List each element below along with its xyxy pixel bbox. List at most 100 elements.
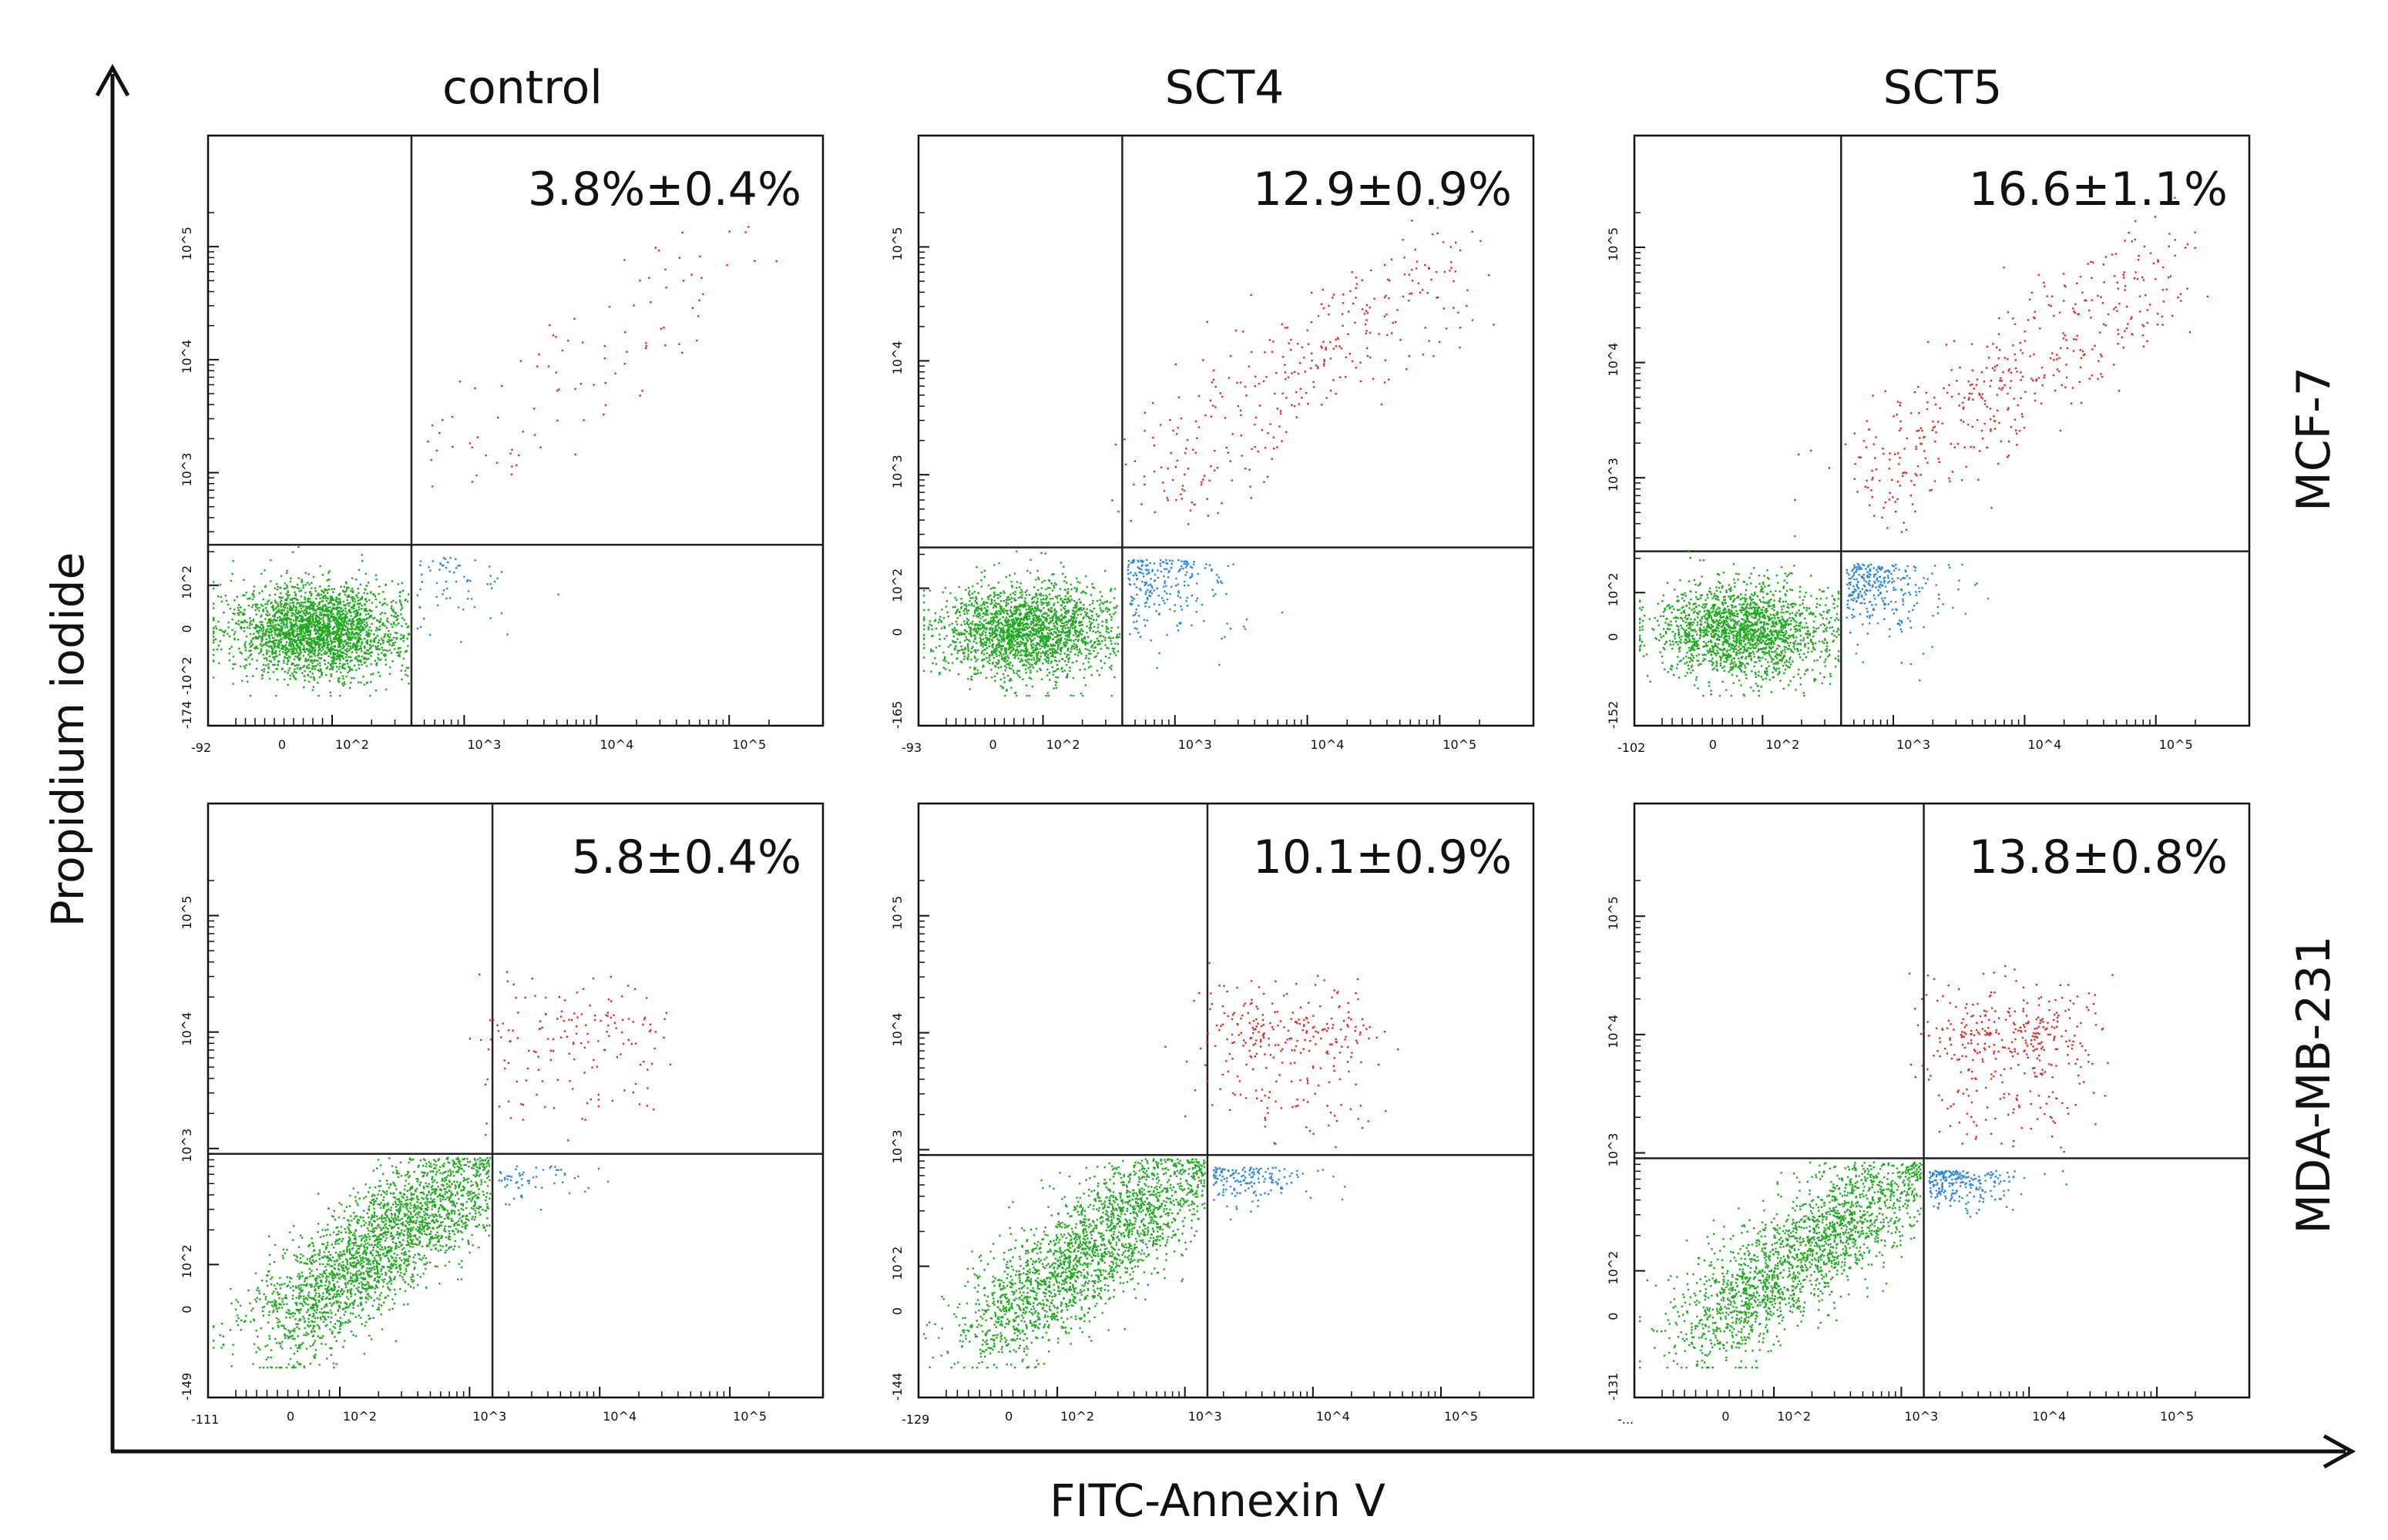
data-point	[351, 617, 354, 620]
data-point	[1006, 689, 1008, 691]
data-point	[347, 663, 349, 665]
data-point	[1099, 591, 1102, 593]
data-point	[1044, 654, 1046, 657]
data-point	[1111, 499, 1113, 502]
data-point	[327, 624, 330, 626]
data-point	[1060, 625, 1062, 627]
data-point	[1054, 620, 1057, 622]
data-point	[574, 388, 576, 390]
data-point	[1097, 630, 1100, 632]
data-point	[1254, 375, 1257, 377]
data-point	[365, 652, 368, 655]
data-point	[972, 615, 975, 617]
data-point	[1011, 640, 1013, 643]
data-point	[340, 640, 343, 643]
data-point	[329, 611, 332, 614]
data-point	[258, 635, 260, 637]
data-point	[293, 658, 296, 661]
data-point	[244, 649, 247, 652]
data-point	[286, 625, 288, 627]
data-point	[288, 667, 291, 669]
data-point	[1240, 414, 1242, 417]
data-point	[976, 632, 979, 635]
data-point	[316, 605, 319, 608]
data-point	[287, 629, 290, 632]
data-point	[1100, 660, 1102, 663]
data-point	[366, 632, 368, 636]
data-point	[381, 623, 384, 626]
data-point	[984, 627, 986, 629]
data-point	[1030, 644, 1033, 646]
data-point	[927, 628, 930, 631]
data-point	[965, 636, 967, 639]
data-point	[1083, 604, 1085, 606]
data-point	[220, 629, 223, 631]
data-point	[1021, 591, 1023, 593]
data-point	[1111, 647, 1114, 649]
data-point	[293, 597, 296, 599]
data-point	[363, 592, 365, 594]
data-point	[1016, 586, 1018, 589]
data-point	[1040, 652, 1043, 655]
data-point	[1017, 649, 1019, 653]
data-point	[286, 622, 288, 625]
data-point	[365, 658, 368, 661]
data-point	[277, 663, 280, 666]
data-point	[1127, 572, 1130, 575]
data-point	[328, 622, 331, 626]
data-point	[442, 557, 445, 559]
data-point	[1014, 640, 1016, 643]
data-point	[970, 635, 972, 638]
data-point	[967, 623, 970, 626]
data-point	[1216, 579, 1218, 582]
data-point	[952, 635, 956, 638]
data-point	[302, 639, 304, 641]
data-point	[286, 616, 289, 619]
data-point	[1000, 636, 1003, 638]
data-point	[217, 595, 220, 598]
data-point	[970, 676, 972, 678]
data-point	[1100, 609, 1103, 612]
data-point	[961, 661, 963, 664]
data-point	[366, 641, 368, 643]
data-point	[956, 652, 959, 654]
data-point	[270, 580, 272, 582]
data-point	[357, 618, 359, 620]
data-point	[1383, 315, 1385, 317]
data-point	[294, 606, 297, 608]
data-point	[330, 667, 332, 669]
data-point	[358, 659, 361, 662]
data-point	[354, 598, 356, 600]
data-point	[463, 575, 465, 578]
data-point	[343, 645, 346, 648]
data-point	[1040, 645, 1043, 647]
data-point	[284, 602, 287, 605]
data-point	[389, 633, 391, 636]
data-point	[392, 642, 395, 645]
data-point	[325, 639, 328, 642]
data-point	[275, 629, 278, 632]
data-point	[1063, 653, 1066, 655]
data-point	[261, 590, 264, 592]
data-point	[1159, 559, 1162, 562]
data-point	[1430, 278, 1432, 281]
data-point	[384, 612, 386, 615]
data-point	[1369, 331, 1372, 334]
data-point	[1262, 380, 1265, 383]
data-point	[378, 642, 380, 644]
data-point	[1070, 595, 1072, 598]
data-point	[1083, 668, 1086, 670]
data-point	[1002, 626, 1004, 629]
data-point	[285, 572, 288, 575]
data-point	[1341, 313, 1344, 315]
data-point	[244, 643, 247, 646]
data-point	[990, 617, 992, 619]
data-point	[241, 679, 244, 682]
data-point	[1017, 652, 1019, 654]
data-point	[1036, 607, 1040, 609]
data-point	[317, 641, 319, 643]
data-point	[347, 638, 350, 641]
data-point	[245, 636, 248, 638]
data-point	[358, 640, 360, 643]
data-point	[976, 598, 978, 600]
